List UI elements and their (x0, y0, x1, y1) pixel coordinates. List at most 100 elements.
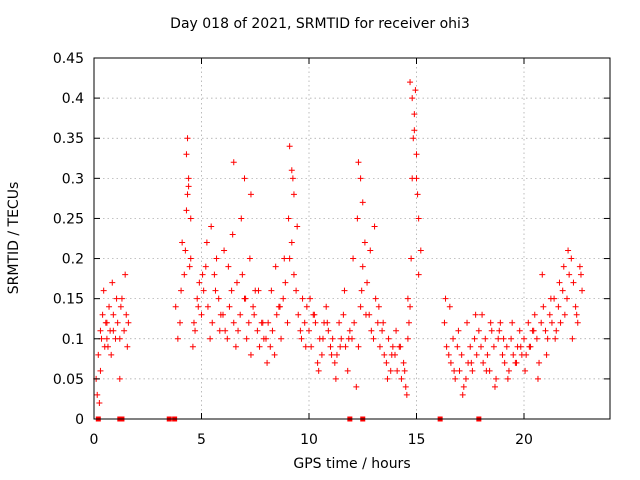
data-point (381, 351, 388, 358)
data-point (387, 367, 394, 374)
data-point (447, 359, 454, 366)
data-point (479, 311, 486, 318)
data-point (259, 319, 266, 326)
data-point (187, 255, 194, 262)
data-point (237, 311, 244, 318)
data-point (338, 335, 345, 342)
data-point (324, 319, 331, 326)
data-point (403, 391, 410, 398)
data-point (315, 367, 322, 374)
data-point (124, 343, 131, 350)
y-tick-label: 0.35 (53, 131, 84, 147)
data-point (350, 255, 357, 262)
data-point (400, 359, 407, 366)
data-point (103, 335, 110, 342)
data-point (97, 327, 104, 334)
data-point (123, 311, 130, 318)
data-point (271, 351, 278, 358)
data-point (557, 319, 564, 326)
y-tick-label: 0.45 (53, 51, 84, 67)
data-point (177, 319, 183, 326)
data-point (547, 295, 554, 302)
data-point (450, 335, 457, 342)
data-point (183, 207, 190, 214)
data-point (312, 319, 319, 326)
data-point (579, 287, 586, 294)
data-point (555, 303, 562, 310)
data-point (263, 335, 269, 342)
data-point (243, 335, 250, 342)
data-point (194, 295, 201, 302)
data-point (109, 279, 116, 286)
data-point (245, 319, 252, 326)
data-point (475, 327, 482, 334)
data-point (445, 351, 452, 358)
data-point (187, 215, 194, 222)
data-point (358, 287, 365, 294)
data-point (278, 335, 285, 342)
data-point (561, 311, 568, 318)
data-point (411, 111, 418, 118)
data-point (566, 271, 573, 278)
data-point (311, 311, 318, 318)
data-point (398, 375, 405, 382)
data-point (415, 271, 422, 278)
data-point (229, 231, 236, 238)
data-point (443, 343, 450, 350)
x-axis-ticks: 0 5 10 15 20 (90, 58, 533, 448)
data-point (456, 367, 463, 374)
data-point (337, 343, 344, 350)
data-point (289, 175, 296, 182)
data-point (359, 199, 366, 206)
data-point (411, 127, 418, 134)
data-point (122, 271, 129, 278)
data-point (318, 351, 325, 358)
data-point (118, 295, 125, 302)
data-point (121, 327, 128, 334)
data-point (359, 263, 366, 270)
data-point (349, 335, 355, 342)
data-point (510, 351, 517, 358)
data-point (471, 335, 478, 342)
data-point (367, 247, 374, 254)
data-point (110, 311, 117, 318)
data-point (573, 311, 580, 318)
data-point (407, 303, 414, 310)
data-point (242, 295, 249, 302)
data-point (565, 247, 572, 254)
data-point (307, 295, 314, 302)
data-point (412, 87, 419, 94)
data-point (186, 263, 193, 270)
data-point (189, 343, 196, 350)
data-point (325, 327, 332, 334)
data-point (572, 303, 579, 310)
data-point (409, 95, 416, 102)
data-point (379, 327, 386, 334)
data-point (482, 335, 489, 342)
data-point (464, 319, 471, 326)
data-point (99, 311, 106, 318)
data-point (241, 175, 248, 182)
data-point (540, 303, 547, 310)
data-point (230, 159, 237, 166)
data-point (302, 343, 309, 350)
data-point (413, 151, 420, 158)
data-point (374, 319, 381, 326)
data-point (323, 303, 330, 310)
data-point (226, 303, 233, 310)
data-point (195, 303, 202, 310)
data-point (174, 335, 181, 342)
data-point (207, 335, 214, 342)
data-point (389, 343, 396, 350)
data-point (451, 367, 458, 374)
data-point (110, 327, 117, 334)
data-point (488, 327, 495, 334)
data-point (184, 191, 191, 198)
data-point (215, 295, 222, 302)
data-point (285, 215, 292, 222)
y-tick-label: 0.05 (53, 372, 84, 388)
data-point (364, 279, 371, 286)
data-point (295, 311, 302, 318)
data-point (228, 287, 235, 294)
data-point (509, 319, 516, 326)
